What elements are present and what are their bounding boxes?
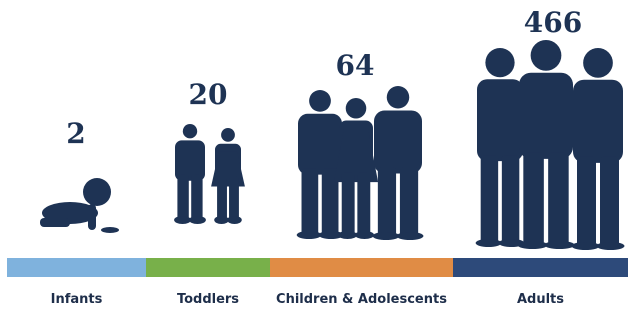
leg bbox=[342, 172, 355, 235]
count-label: 466 bbox=[524, 6, 582, 39]
person-silhouette bbox=[572, 48, 625, 250]
foot bbox=[355, 231, 374, 239]
band-segment bbox=[7, 258, 146, 277]
head bbox=[346, 98, 367, 119]
torso bbox=[175, 140, 205, 180]
leg bbox=[191, 175, 202, 220]
person-silhouette bbox=[211, 128, 245, 224]
foot bbox=[572, 242, 600, 250]
hand bbox=[101, 227, 119, 233]
infant-silhouette bbox=[40, 178, 119, 233]
arm bbox=[88, 204, 96, 230]
foot bbox=[214, 216, 229, 224]
leg bbox=[548, 153, 569, 245]
torso bbox=[374, 111, 422, 174]
foot bbox=[297, 231, 322, 239]
person-silhouette bbox=[373, 86, 424, 240]
category-label: Toddlers bbox=[177, 292, 239, 307]
foot bbox=[373, 232, 400, 240]
person-silhouette bbox=[174, 124, 206, 224]
count-label: 64 bbox=[336, 49, 375, 82]
leg bbox=[502, 155, 519, 243]
leg bbox=[600, 157, 619, 246]
count-label: 20 bbox=[189, 78, 228, 111]
leg bbox=[378, 168, 396, 237]
leg bbox=[40, 218, 70, 227]
foot bbox=[544, 241, 574, 249]
head bbox=[309, 90, 331, 112]
infographic: 2 Infants 20 Toddlers 64 Children & Adolescen… bbox=[0, 0, 631, 309]
foot bbox=[597, 242, 625, 250]
head bbox=[221, 128, 235, 142]
torso bbox=[298, 114, 342, 175]
torso bbox=[519, 73, 573, 159]
person-silhouette bbox=[297, 90, 344, 239]
person-silhouette bbox=[476, 48, 525, 247]
torso bbox=[573, 80, 623, 163]
foot bbox=[174, 216, 191, 224]
head bbox=[183, 124, 197, 138]
leg bbox=[302, 169, 319, 235]
band-segment bbox=[453, 258, 628, 277]
torso bbox=[477, 79, 523, 161]
leg bbox=[481, 155, 498, 243]
band-segment bbox=[146, 258, 270, 277]
foot bbox=[517, 241, 547, 249]
leg bbox=[400, 168, 418, 237]
category-label: Adults bbox=[517, 292, 564, 307]
leg bbox=[523, 153, 544, 245]
category-label: Infants bbox=[51, 292, 103, 307]
category-label: Children & Adolescents bbox=[276, 292, 447, 307]
foot bbox=[476, 239, 502, 247]
leg bbox=[357, 172, 370, 235]
head bbox=[485, 48, 514, 77]
head bbox=[583, 48, 613, 78]
leg bbox=[229, 176, 239, 220]
foot bbox=[338, 231, 357, 239]
head bbox=[83, 178, 111, 206]
foot bbox=[227, 216, 242, 224]
leg bbox=[577, 157, 596, 246]
person-silhouette bbox=[517, 40, 574, 249]
leg bbox=[177, 175, 188, 220]
leg bbox=[217, 176, 227, 220]
band-segment bbox=[270, 258, 453, 277]
count-label: 2 bbox=[66, 117, 85, 150]
head bbox=[531, 40, 562, 71]
foot bbox=[189, 216, 206, 224]
head bbox=[387, 86, 410, 109]
foot bbox=[397, 232, 424, 240]
